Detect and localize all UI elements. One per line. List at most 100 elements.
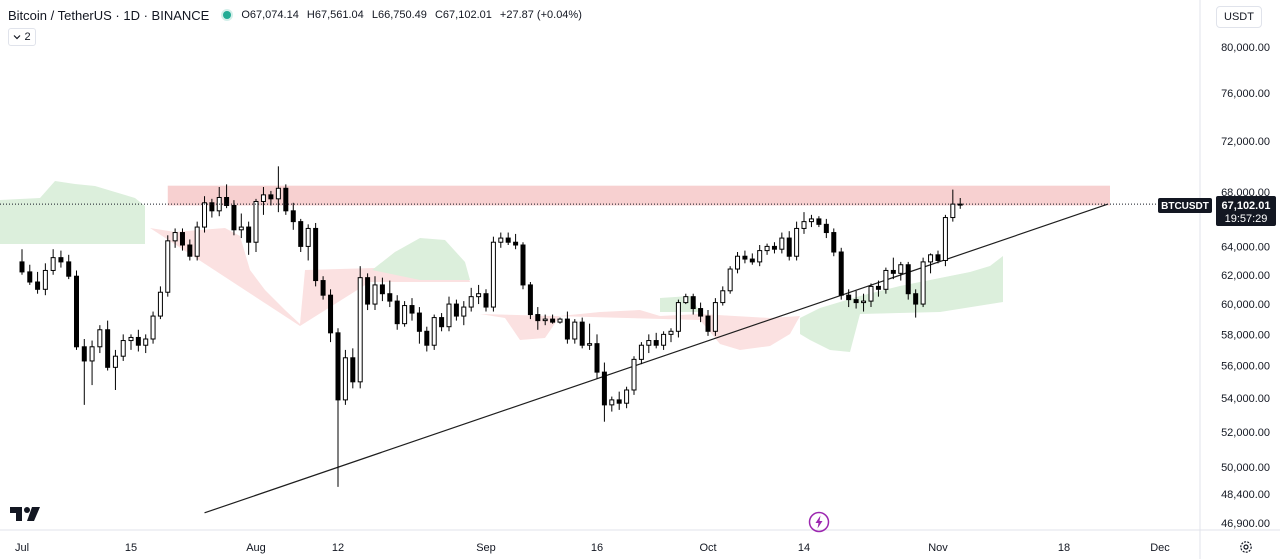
candle[interactable]: [801, 212, 807, 234]
candle[interactable]: [808, 214, 814, 228]
candle[interactable]: [66, 254, 72, 280]
resistance-zone[interactable]: [167, 185, 1110, 206]
candle[interactable]: [81, 339, 87, 405]
candle[interactable]: [35, 271, 41, 294]
candle[interactable]: [905, 261, 911, 300]
candle[interactable]: [27, 264, 33, 285]
candle[interactable]: [431, 314, 437, 350]
candle[interactable]: [875, 280, 881, 297]
candle[interactable]: [120, 334, 126, 361]
candle[interactable]: [520, 242, 526, 290]
candle[interactable]: [505, 232, 511, 246]
candle[interactable]: [290, 202, 296, 230]
candle[interactable]: [720, 286, 726, 306]
candle[interactable]: [143, 334, 149, 354]
candle[interactable]: [89, 340, 95, 386]
candle[interactable]: [646, 334, 652, 354]
candle[interactable]: [468, 287, 474, 312]
candle[interactable]: [683, 293, 689, 305]
candle[interactable]: [50, 249, 56, 275]
candle[interactable]: [387, 280, 393, 308]
candle[interactable]: [194, 221, 200, 261]
candle[interactable]: [764, 243, 770, 255]
candle[interactable]: [372, 276, 378, 311]
candle[interactable]: [609, 396, 615, 412]
candle[interactable]: [861, 293, 867, 312]
candle[interactable]: [942, 214, 948, 267]
candle[interactable]: [97, 325, 103, 354]
candle[interactable]: [238, 213, 244, 239]
candle[interactable]: [868, 283, 874, 308]
candle[interactable]: [823, 218, 829, 239]
candle[interactable]: [712, 298, 718, 336]
candle[interactable]: [231, 200, 237, 236]
candle[interactable]: [786, 231, 792, 261]
candle[interactable]: [542, 314, 548, 326]
support-trendline[interactable]: [204, 203, 1109, 514]
candle[interactable]: [898, 261, 904, 281]
candle[interactable]: [779, 232, 785, 254]
candle[interactable]: [498, 232, 504, 248]
candle[interactable]: [416, 307, 422, 344]
candle[interactable]: [838, 247, 844, 300]
candle[interactable]: [335, 328, 341, 487]
indicators-toggle-button[interactable]: 2: [8, 28, 36, 46]
candle[interactable]: [128, 334, 134, 350]
candle[interactable]: [379, 277, 385, 302]
candles[interactable]: [19, 166, 963, 487]
candle[interactable]: [320, 276, 326, 300]
candle[interactable]: [572, 319, 578, 344]
candle[interactable]: [105, 320, 111, 371]
candle[interactable]: [757, 245, 763, 267]
candle[interactable]: [846, 289, 852, 308]
candle[interactable]: [535, 307, 541, 330]
candle[interactable]: [402, 301, 408, 327]
candle[interactable]: [260, 186, 266, 215]
candle[interactable]: [187, 239, 193, 261]
candle[interactable]: [890, 257, 896, 280]
candle[interactable]: [112, 349, 118, 390]
candle[interactable]: [461, 301, 467, 326]
candle[interactable]: [253, 198, 259, 253]
candle[interactable]: [594, 334, 600, 379]
candle[interactable]: [794, 221, 800, 261]
candle[interactable]: [298, 218, 304, 253]
candle[interactable]: [179, 228, 185, 251]
candle[interactable]: [283, 184, 289, 215]
candle[interactable]: [513, 233, 519, 250]
candle[interactable]: [439, 313, 445, 332]
candle[interactable]: [313, 222, 319, 287]
candle[interactable]: [394, 295, 400, 330]
candle[interactable]: [483, 289, 489, 312]
candle[interactable]: [624, 386, 630, 409]
candle[interactable]: [202, 196, 208, 233]
candle[interactable]: [328, 289, 334, 343]
candle[interactable]: [350, 348, 356, 389]
candle[interactable]: [409, 298, 415, 321]
candle[interactable]: [246, 221, 252, 255]
candle[interactable]: [742, 250, 748, 264]
candle[interactable]: [638, 342, 644, 365]
candle[interactable]: [135, 329, 141, 352]
candle[interactable]: [698, 302, 704, 323]
candle[interactable]: [42, 263, 48, 296]
tradingview-logo-icon[interactable]: [10, 505, 42, 523]
gear-icon[interactable]: [1239, 540, 1253, 554]
candle[interactable]: [816, 216, 822, 228]
candle[interactable]: [490, 236, 496, 312]
candle[interactable]: [690, 293, 696, 315]
candle[interactable]: [357, 266, 363, 389]
candle[interactable]: [913, 289, 919, 318]
candle[interactable]: [771, 242, 777, 254]
candle[interactable]: [74, 270, 79, 350]
candle[interactable]: [920, 257, 926, 308]
candle[interactable]: [616, 391, 622, 410]
candle[interactable]: [661, 331, 667, 350]
candle[interactable]: [209, 198, 215, 218]
candle[interactable]: [564, 311, 570, 344]
candle[interactable]: [224, 184, 230, 209]
candle[interactable]: [668, 328, 674, 343]
candle[interactable]: [527, 282, 533, 320]
candle[interactable]: [172, 228, 178, 248]
candle[interactable]: [476, 284, 482, 305]
